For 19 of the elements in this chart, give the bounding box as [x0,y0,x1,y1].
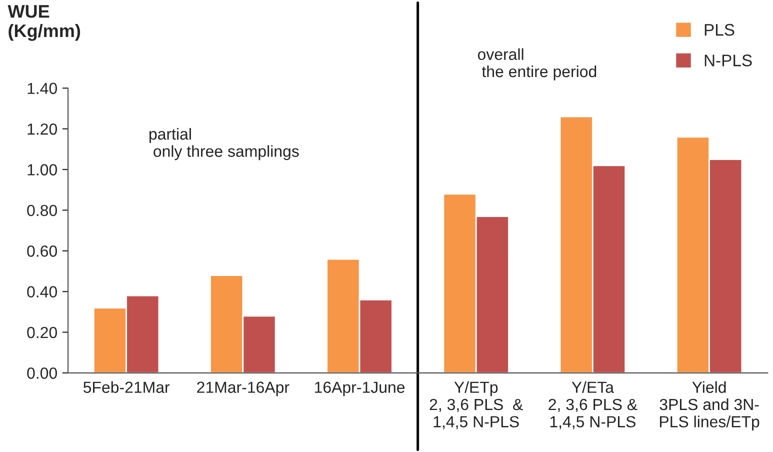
y-axis-title: WUE (Kg/mm) [8,5,80,41]
legend-label: PLS [704,24,734,36]
y-tick-label: 1.40 [28,82,57,94]
y-tick-label: 0.00 [27,368,57,379]
annotation: partial only three samplings [150,128,299,160]
y-tick-label: 0.60 [27,245,57,257]
x-tick-label: Y/ETa 2, 3,6 PLS & 1,4,5 N-PLS [548,381,638,430]
x-tick-label: Y/ETp 2, 3,6 PLS & 1,4,5 N-PLS [430,381,523,430]
legend-label: N-PLS [704,54,752,66]
y-tick-label: 0.40 [27,286,57,298]
x-tick-label: 21Mar-16Apr [197,382,290,396]
y-tick-label: 0.20 [27,326,57,338]
y-tick-label: 1.00 [28,164,57,176]
x-tick-label: 16Apr-1June [315,382,405,396]
y-tick-label: 1.20 [28,123,57,135]
text: overall the entire period [478,48,596,80]
y-tick-label: 0.80 [27,204,57,216]
x-tick-label: 5Feb-21Mar [83,381,170,393]
x-tick-label: Yield 3PLS and 3N- PLS lines/ETp [660,381,760,431]
